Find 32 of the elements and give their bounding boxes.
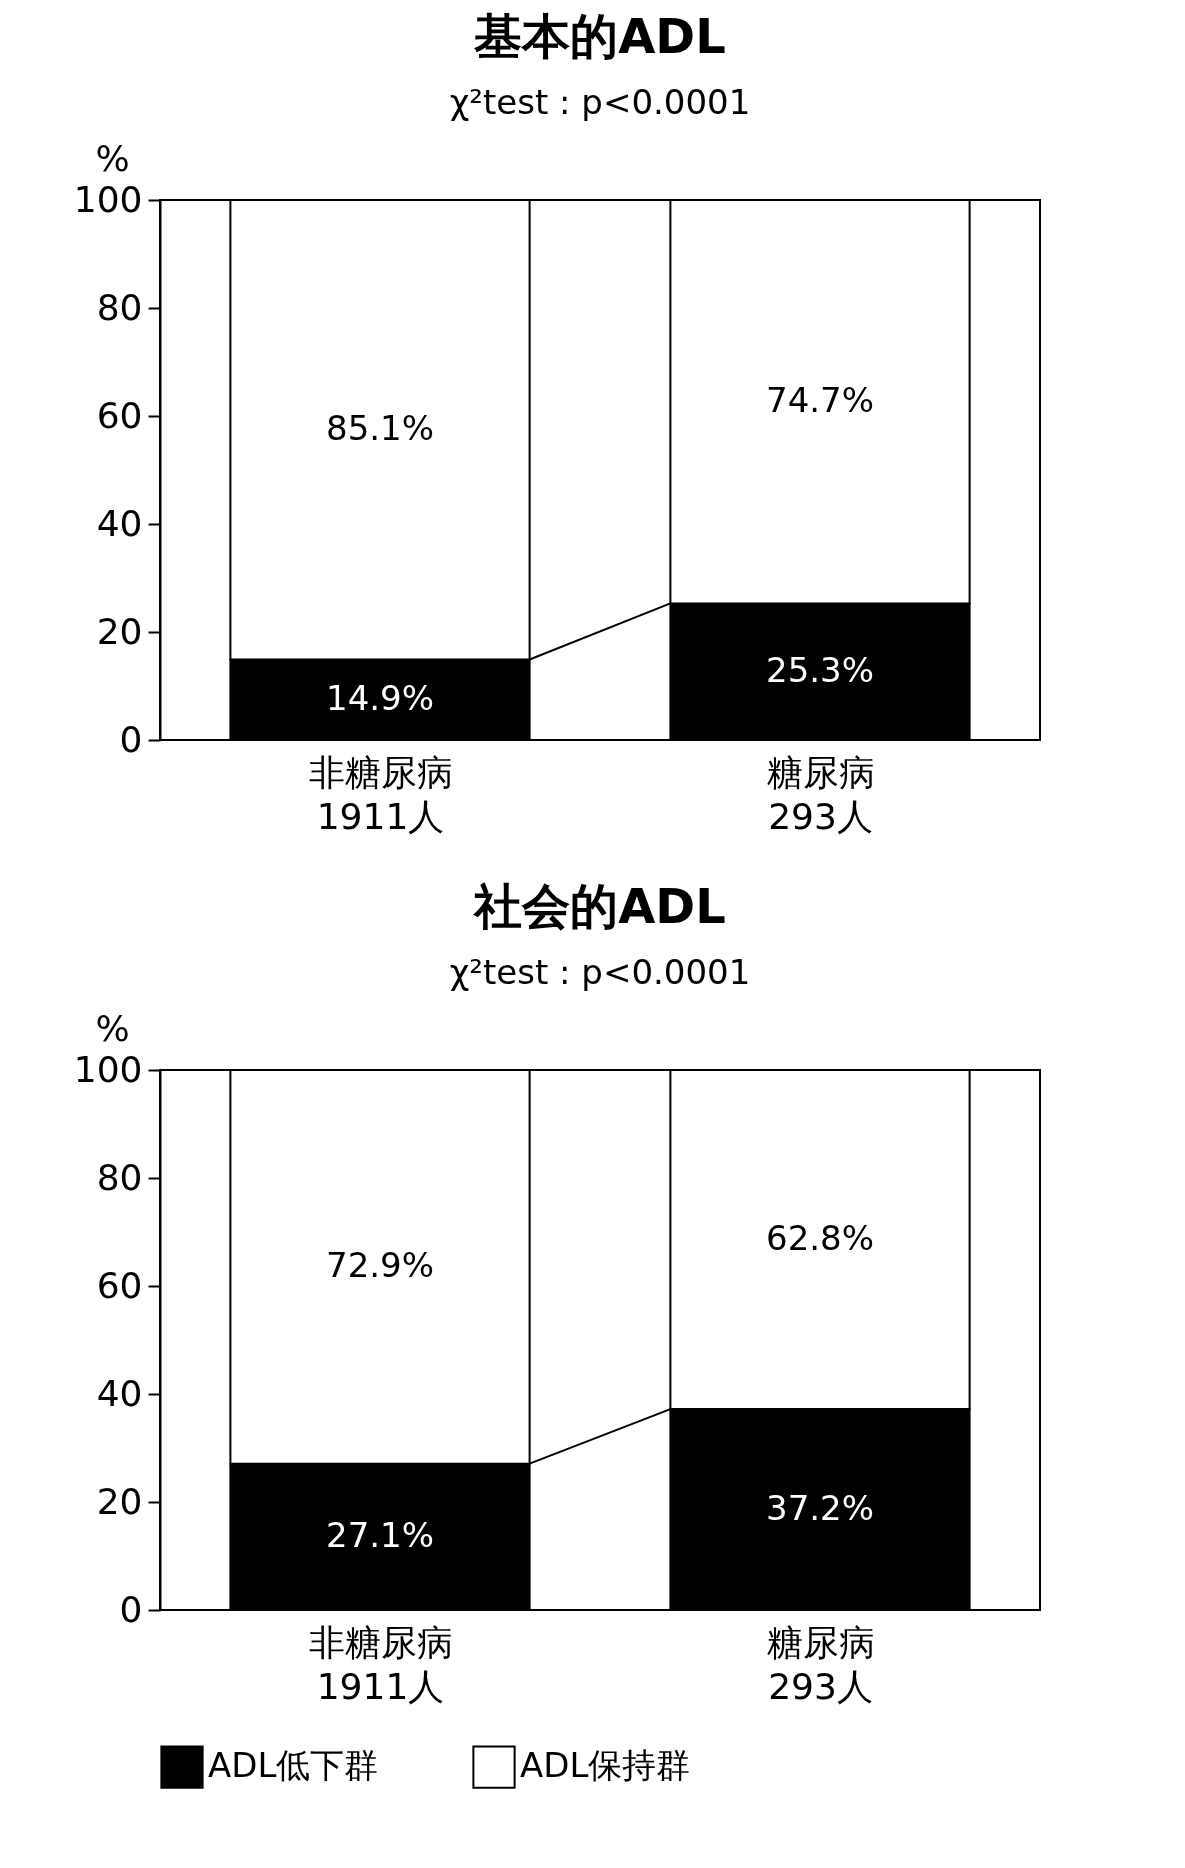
data-label: 25.3% (765, 649, 875, 690)
data-label: 27.1% (325, 1514, 435, 1555)
y-tick-label: 100 (73, 178, 143, 220)
y-tick-label: 80 (96, 286, 143, 328)
y-tick-label: 60 (96, 394, 143, 436)
legend-label: ADL低下群 (208, 1745, 379, 1786)
chart-subtitle: χ²test : p<0.0001 (449, 82, 751, 122)
y-tick-label: 0 (119, 718, 143, 760)
legend-label: ADL保持群 (520, 1745, 691, 1786)
data-label: 62.8% (765, 1217, 875, 1258)
data-label: 74.7% (765, 379, 875, 420)
y-tick-label: 20 (96, 610, 143, 652)
y-tick-label: 60 (96, 1264, 143, 1306)
y-tick-label: 100 (73, 1048, 143, 1090)
y-tick-label: 80 (96, 1156, 143, 1198)
chart-title: 基本的ADL (473, 8, 726, 64)
x-tick-label: 非糖尿病 1911人 (308, 1621, 453, 1707)
x-tick-label: 糖尿病 293人 (766, 1621, 875, 1707)
y-axis-title: % (95, 1007, 130, 1049)
data-label: 85.1% (325, 407, 435, 448)
chart-subtitle: χ²test : p<0.0001 (449, 952, 751, 992)
y-tick-label: 40 (96, 502, 143, 544)
x-tick-label: 非糖尿病 1911人 (308, 751, 453, 837)
data-label: 37.2% (765, 1487, 875, 1528)
y-axis-title: % (95, 137, 130, 179)
y-tick-label: 0 (119, 1588, 143, 1630)
data-label: 14.9% (325, 677, 435, 718)
data-label: 72.9% (325, 1244, 435, 1285)
y-tick-label: 40 (96, 1372, 143, 1414)
y-tick-label: 20 (96, 1480, 143, 1522)
chart-title: 社会的ADL (472, 878, 726, 934)
x-tick-label: 糖尿病 293人 (766, 751, 875, 837)
